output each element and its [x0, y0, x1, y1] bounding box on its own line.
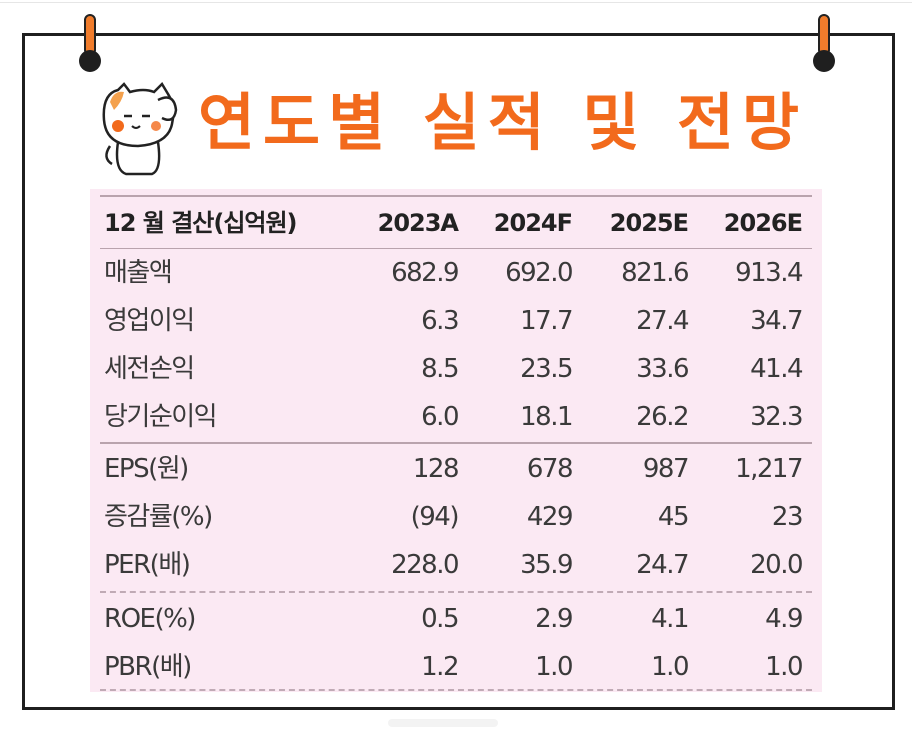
table-row: EPS(원) 128 678 987 1,217: [90, 445, 822, 493]
header-year-3: 2025E: [609, 209, 689, 237]
row-value: 1.0: [765, 652, 803, 682]
row-value: 0.5: [421, 604, 459, 634]
table-row: 매출액 682.9 692.0 821.6 913.4: [90, 249, 822, 297]
row-value: 23: [771, 502, 804, 532]
table-row: PBR(배) 1.2 1.0 1.0 1.0: [90, 643, 822, 691]
row-value: 987: [642, 454, 690, 484]
table-top-rule: [100, 195, 812, 197]
row-value: 1.0: [651, 652, 689, 682]
row-label: 세전손익: [104, 354, 195, 384]
table-header-row: 12 월 결산(십억원) 2023A 2024F 2025E 2026E: [90, 199, 822, 247]
row-value: 682.9: [391, 258, 459, 288]
financial-table: 12 월 결산(십억원) 2023A 2024F 2025E 2026E 매출액…: [90, 189, 822, 692]
dashed-section-rule: [100, 591, 812, 593]
row-label: PBR(배): [104, 652, 192, 682]
row-value: 32.3: [750, 402, 803, 432]
table-row: 세전손익 8.5 23.5 33.6 41.4: [90, 345, 822, 393]
header-year-1: 2023A: [377, 209, 459, 237]
top-divider: [0, 2, 912, 3]
header-rule: [100, 248, 812, 249]
row-label: 영업이익: [104, 306, 195, 336]
row-value: 24.7: [636, 550, 689, 580]
row-value: 2.9: [535, 604, 573, 634]
row-value: 228.0: [391, 550, 459, 580]
row-value: 821.6: [621, 258, 689, 288]
header-year-2: 2024F: [493, 209, 573, 237]
row-value: 34.7: [750, 306, 803, 336]
header-year-4: 2026E: [723, 209, 803, 237]
table-row: 당기순이익 6.0 18.1 26.2 32.3: [90, 393, 822, 441]
row-value: 6.0: [421, 402, 459, 432]
header-label: 12 월 결산(십억원): [104, 209, 298, 237]
row-value: 45: [657, 502, 690, 532]
row-label: EPS(원): [104, 454, 189, 484]
row-label: 증감률(%): [104, 502, 213, 532]
binder-clip-right-icon: [813, 14, 835, 74]
table-row: 영업이익 6.3 17.7 27.4 34.7: [90, 297, 822, 345]
section-rule: [100, 442, 812, 444]
row-value: 913.4: [735, 258, 803, 288]
binder-clip-left-icon: [79, 14, 101, 74]
row-value: 20.0: [750, 550, 803, 580]
row-value: 692.0: [505, 258, 573, 288]
row-value: 4.1: [651, 604, 689, 634]
row-value: 41.4: [750, 354, 803, 384]
row-value: 1,217: [735, 454, 803, 484]
row-label: ROE(%): [104, 604, 196, 634]
row-value: 4.9: [765, 604, 803, 634]
row-value: 23.5: [520, 354, 573, 384]
table-row: 증감률(%) (94) 429 45 23: [90, 493, 822, 541]
bottom-shadow: [388, 719, 498, 727]
row-value: 678: [526, 454, 574, 484]
row-value: 429: [526, 502, 574, 532]
table-row: PER(배) 228.0 35.9 24.7 20.0: [90, 541, 822, 589]
row-value: 26.2: [636, 402, 689, 432]
row-label: 매출액: [104, 258, 173, 288]
row-value: 1.0: [535, 652, 573, 682]
row-label: 당기순이익: [104, 402, 218, 432]
page-title: 연도별 실적 및 전망: [198, 86, 808, 159]
table-row: ROE(%) 0.5 2.9 4.1 4.9: [90, 595, 822, 643]
cat-mascot-icon: [102, 81, 178, 176]
row-value: (94): [410, 502, 460, 532]
row-value: 33.6: [636, 354, 689, 384]
row-value: 18.1: [520, 402, 573, 432]
row-value: 35.9: [520, 550, 573, 580]
row-value: 27.4: [636, 306, 689, 336]
row-value: 128: [412, 454, 460, 484]
row-value: 8.5: [421, 354, 459, 384]
row-value: 1.2: [421, 652, 459, 682]
row-value: 17.7: [520, 306, 573, 336]
row-value: 6.3: [421, 306, 459, 336]
row-label: PER(배): [104, 550, 191, 580]
table-bottom-rule: [100, 689, 812, 691]
